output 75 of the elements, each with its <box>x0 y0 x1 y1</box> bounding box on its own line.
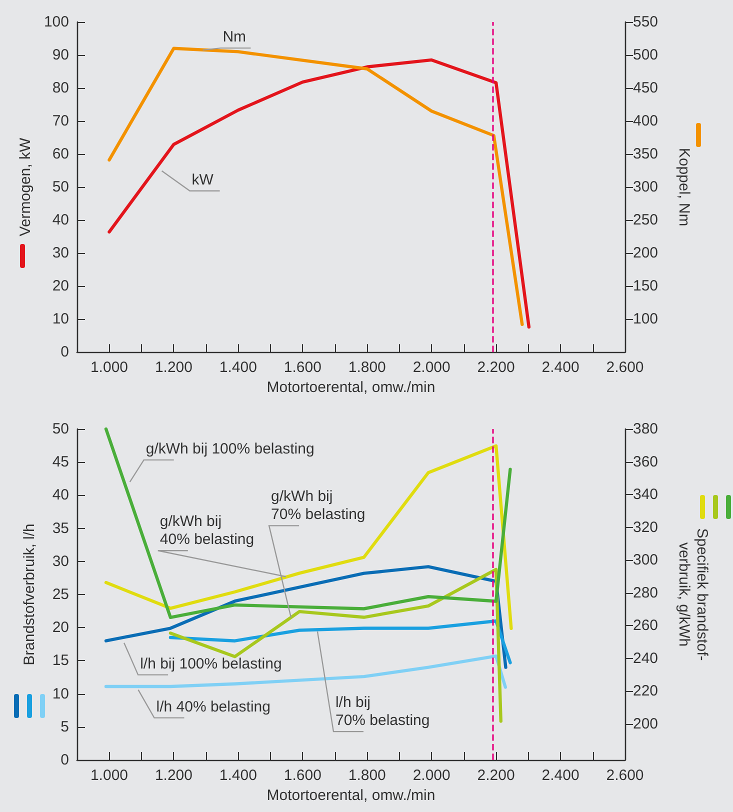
annotation: l/h 40% belasting <box>156 698 270 716</box>
y-tick-label: 20 <box>52 619 69 636</box>
y2-tick-label: 500 <box>633 46 658 64</box>
y2-tick-label: 200 <box>633 715 658 732</box>
y2-axis-title: Koppel, Nm <box>676 148 692 226</box>
y2-tick-label: 200 <box>633 244 658 262</box>
x-tick-label: 2.600 <box>606 359 644 376</box>
y-axis-title: Vermogen, kW <box>17 137 34 236</box>
annotation: g/kWh bij 40% belasting <box>160 513 254 548</box>
annotation: g/kWh bij 70% belasting <box>271 488 366 524</box>
x-tick-label: 1.600 <box>284 359 322 376</box>
y2-tick-label: 550 <box>633 14 658 30</box>
y2-tick-label: 380 <box>633 420 658 438</box>
y-tick-label: 60 <box>52 146 69 163</box>
y2-tick-label: 240 <box>633 650 658 667</box>
y2-axis-title: Specifiek brandstof- verbruik, g/kWh <box>676 528 710 661</box>
y-tick-label: 0 <box>60 752 69 768</box>
x-tick-label: 2.200 <box>477 767 515 784</box>
x-tick-label: 2.600 <box>606 767 644 784</box>
x-tick-label: 1.200 <box>154 359 192 376</box>
x-tick-label: 1.800 <box>348 359 386 376</box>
annotation: l/h bij 70% belasting <box>335 694 430 730</box>
y2-tick-label: 100 <box>633 310 658 328</box>
y-tick-label: 80 <box>52 80 69 97</box>
annotation: l/h bij 100% belasting <box>140 655 282 672</box>
annotation: kW <box>192 171 214 188</box>
y-tick-label: 45 <box>52 454 69 471</box>
y-tick-label: 40 <box>52 212 69 229</box>
y-tick-label: 25 <box>52 586 69 603</box>
y-tick-label: 30 <box>52 552 69 570</box>
x-tick-label: 1.600 <box>284 767 322 784</box>
x-tick-label: 2.000 <box>412 767 450 784</box>
y-tick-label: 20 <box>52 278 69 295</box>
y-axis-title: Brandstofverbruik, l/h <box>21 524 38 666</box>
y2-tick-label: 400 <box>633 112 658 130</box>
y2-tick-label: 260 <box>633 617 658 634</box>
x-tick-label: 1.000 <box>90 767 128 784</box>
annotation: Nm <box>222 28 246 46</box>
y2-tick-label: 350 <box>633 146 658 163</box>
y-tick-label: 0 <box>60 344 69 361</box>
y2-tick-label: 150 <box>633 278 658 295</box>
y2-tick-label: 300 <box>633 178 658 196</box>
y-tick-label: 50 <box>52 178 69 196</box>
annotation: g/kWh bij 100% belasting <box>146 440 314 458</box>
y-tick-label: 50 <box>52 420 69 438</box>
x-axis-title: Motortoerental, omw./min <box>266 379 436 396</box>
x-tick-label: 1.200 <box>154 767 192 784</box>
x-tick-label: 1.800 <box>348 767 386 784</box>
x-tick-label: 1.000 <box>90 359 128 376</box>
x-tick-label: 2.000 <box>412 359 450 376</box>
y-tick-label: 10 <box>52 685 69 702</box>
y-tick-label: 70 <box>52 112 69 130</box>
x-tick-label: 2.400 <box>542 359 580 376</box>
y2-tick-label: 450 <box>633 80 658 97</box>
y-tick-label: 90 <box>52 46 69 64</box>
y-tick-label: 5 <box>60 718 69 736</box>
x-tick-label: 1.400 <box>219 767 257 784</box>
y2-tick-label: 320 <box>633 518 658 536</box>
y2-tick-label: 250 <box>633 212 658 229</box>
x-tick-label: 2.400 <box>542 767 580 784</box>
y2-tick-label: 220 <box>633 682 658 700</box>
y2-tick-label: 340 <box>633 486 658 504</box>
y2-tick-label: 280 <box>633 584 658 602</box>
y-tick-label: 100 <box>44 14 69 30</box>
y2-tick-label: 360 <box>633 453 658 470</box>
x-axis-title: Motortoerental, omw./min <box>266 786 436 804</box>
x-tick-label: 2.200 <box>477 359 515 376</box>
y-tick-label: 10 <box>52 310 69 328</box>
y-tick-label: 15 <box>52 652 69 670</box>
line-series <box>104 654 508 689</box>
y-tick-label: 30 <box>52 244 69 262</box>
y-tick-label: 35 <box>52 520 69 537</box>
y-tick-label: 40 <box>52 486 69 504</box>
y2-tick-label: 300 <box>633 552 658 569</box>
x-tick-label: 1.400 <box>219 359 257 376</box>
